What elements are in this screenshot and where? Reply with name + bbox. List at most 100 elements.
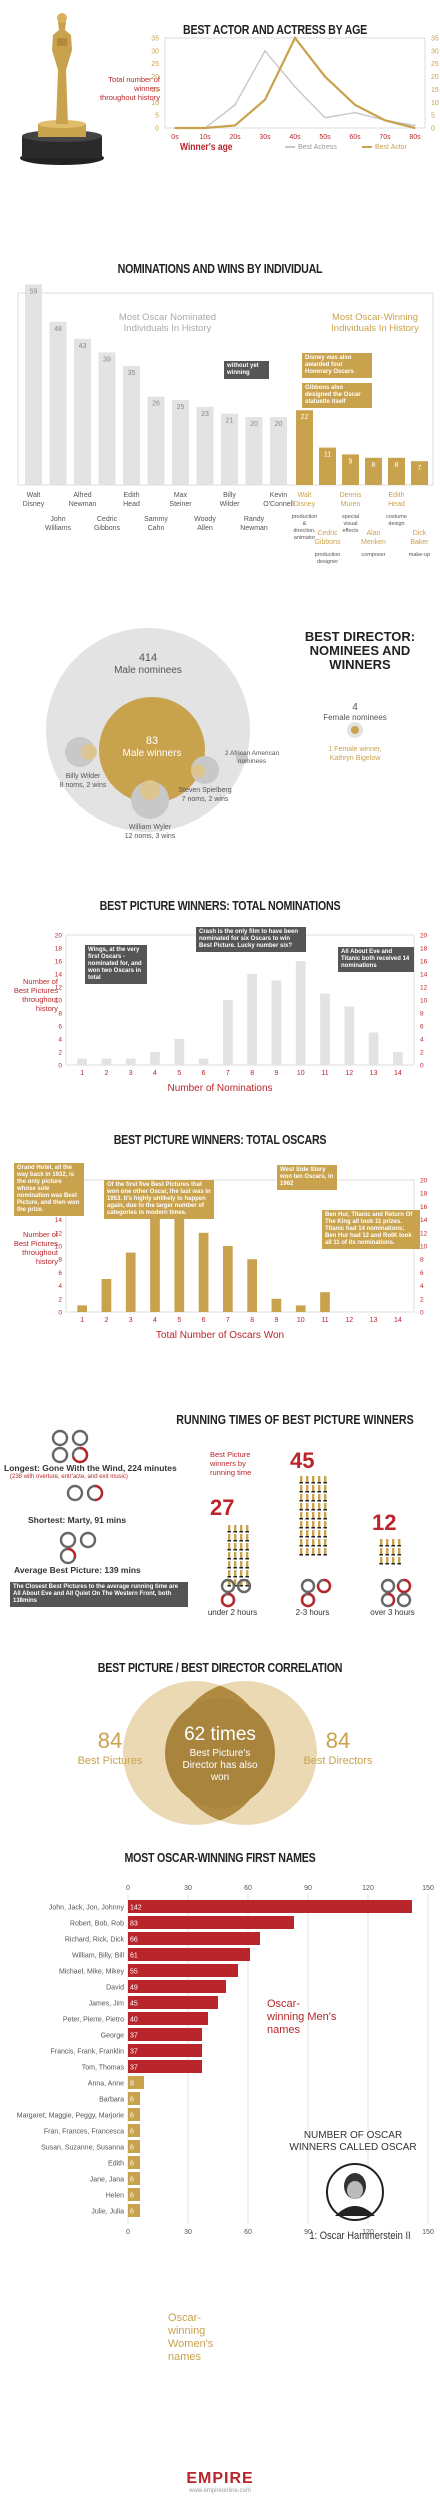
footer-brand[interactable]: EMPIRE (186, 2470, 254, 2487)
stat-over3-1-1 (386, 1548, 389, 1555)
bpo-chart-xtick-0: 1 (80, 1317, 84, 1324)
stat-over3-base-1-1 (385, 1554, 389, 1556)
stat-2to3-2-2 (312, 1494, 315, 1501)
stat-2to3-4-4 (324, 1512, 327, 1519)
legend-actor-swatch (362, 146, 372, 149)
center-label: Best Picture's Director has also won (182, 1748, 258, 1783)
stat-2to3-3-1 (318, 1485, 321, 1492)
age-point-1-3 (264, 98, 266, 101)
stat-2to3-4-1 (324, 1485, 327, 1492)
age-xtick-8: 80s (409, 134, 421, 141)
names-value-15: 6 (130, 2145, 134, 2152)
female-winner-label: 1 Female winner, Kathryn Bigelow (328, 746, 382, 762)
wilder-stats: 8 noms, 2 wins (59, 782, 107, 789)
stat-under2-2-2 (240, 1543, 243, 1550)
bpo-chart-xtick-2: 3 (129, 1317, 133, 1324)
names-label-11: Anna, Anne (88, 2081, 124, 2088)
running-title: RUNNING TIMES OF BEST PICTURE WINNERS (176, 1412, 414, 1427)
stat-2to3-4-5 (324, 1521, 327, 1528)
stat-2to3-base-2-8 (311, 1554, 315, 1556)
names-bar-18 (128, 2188, 140, 2201)
wyler-win-circle (140, 780, 160, 800)
stat-2to3-2-3 (312, 1503, 315, 1510)
footer-url[interactable]: www.empireonline.com (189, 2488, 251, 2494)
stat-under2-0-3 (228, 1552, 231, 1559)
stat-2to3-4-8 (324, 1548, 327, 1555)
stat-2to3-3-4 (318, 1512, 321, 1519)
legend-actress: Best Actress (285, 144, 337, 151)
winner-role-0-0: production (292, 514, 318, 520)
stat-under2-base-1-5 (233, 1576, 237, 1578)
stat-2to3-base-3-5 (317, 1527, 321, 1529)
bpn-chart-ytick-right-14: 14 (420, 972, 428, 979)
stat-over3-0-1 (380, 1548, 383, 1555)
winner-role-2-1: visual (343, 521, 357, 527)
note-gibbons: Gibbons also designed the Oscar statuett… (302, 383, 372, 408)
names-bar-9 (128, 2044, 202, 2057)
women-label: Oscar-winning Women's names (168, 2312, 214, 2363)
stat-2to3-base-0-7 (299, 1545, 303, 1547)
bpn-chart-ytick-right-0: 0 (420, 1063, 424, 1070)
names-xtick-top-0: 0 (126, 1885, 130, 1892)
stat-under2-1-5 (234, 1570, 237, 1577)
center-count: 62 times (184, 1724, 256, 1745)
bpo-chart-bar-7 (247, 1259, 257, 1312)
bpo-chart-ytick-right-12: 12 (420, 1230, 428, 1237)
bpo-chart-ytick-left-6: 6 (58, 1270, 62, 1277)
names-xtick-top-1: 30 (184, 1885, 192, 1892)
stat-under2-base-1-3 (233, 1558, 237, 1560)
names-bar-17 (128, 2172, 140, 2185)
winner-name-1-0: Cedric (317, 530, 338, 537)
names-xtick-bottom-4: 120 (362, 2229, 374, 2236)
names-value-8: 37 (130, 2033, 138, 2040)
overlap-core (165, 1698, 275, 1808)
stat-2to3-base-0-2 (299, 1500, 303, 1502)
bpn-chart-xtick-4: 5 (177, 1070, 181, 1077)
age-point-1-7 (384, 119, 386, 122)
stat-under2-3-0 (246, 1525, 249, 1532)
names-xtick-top-3: 90 (304, 1885, 312, 1892)
nominated-value-6: 25 (177, 404, 185, 411)
age-xtick-5: 50s (319, 134, 331, 141)
note-benhur: Ben Hur, Titanic and Return Of The King … (322, 1210, 420, 1249)
stat-under2-1-3 (234, 1552, 237, 1559)
names-value-19: 6 (130, 2209, 134, 2216)
hammerstein-portrait-icon (326, 2163, 384, 2221)
nominated-name-6-0: Max (174, 492, 188, 499)
long-reel-3 (51, 1446, 69, 1464)
names-label-9: Francis, Frank, Franklin (50, 2049, 124, 2056)
bpo-chart-xtick-13: 14 (394, 1317, 402, 1324)
bpo-chart-ytick-left-8: 8 (58, 1257, 62, 1264)
winner-name-3-1: Menken (361, 539, 386, 546)
names-xtick-top-4: 120 (362, 1885, 374, 1892)
stat-2to3-4-0 (324, 1476, 327, 1483)
names-value-12: 6 (130, 2097, 134, 2104)
winner-role-1-0: production (315, 552, 341, 558)
names-title: MOST OSCAR-WINNING FIRST NAMES (124, 1850, 316, 1865)
stat-2to3-base-2-4 (311, 1518, 315, 1520)
stat-under2-base-1-4 (233, 1567, 237, 1569)
stat-2to3-3-3 (318, 1503, 321, 1510)
names-label-18: Helen (106, 2193, 124, 2200)
nominated-value-8: 21 (226, 418, 234, 425)
stat-2to3-base-0-1 (299, 1491, 303, 1493)
names-label-15: Susan, Suzanne, Susanna (41, 2145, 124, 2152)
names-xtick-top-2: 60 (244, 1885, 252, 1892)
winner-name-4-1: Head (388, 501, 405, 508)
bpn-chart-ytick-right-8: 8 (420, 1011, 424, 1018)
stat-under2-2-5 (240, 1570, 243, 1577)
names-label-0: John, Jack, Jon, Johnny (49, 1905, 125, 1912)
winner-name-1-1: Gibbons (314, 539, 341, 546)
names-label-14: Fran, Frances, Francesca (44, 2129, 124, 2136)
names-bar-1 (128, 1916, 294, 1929)
stat-over3-base-1-2 (385, 1563, 389, 1565)
stat-2to3-2-6 (312, 1530, 315, 1537)
stat-under2-base-3-3 (245, 1558, 249, 1560)
bpo-chart-bar-1 (101, 1279, 112, 1312)
stat-under2-base-2-3 (239, 1558, 243, 1560)
stat-over3-1-0 (386, 1539, 389, 1546)
stat-over3-base-0-0 (379, 1545, 383, 1547)
stat-under2-2-4 (240, 1561, 243, 1568)
stat-under2-2-1 (240, 1534, 243, 1541)
nominated-bar-1 (49, 321, 67, 485)
